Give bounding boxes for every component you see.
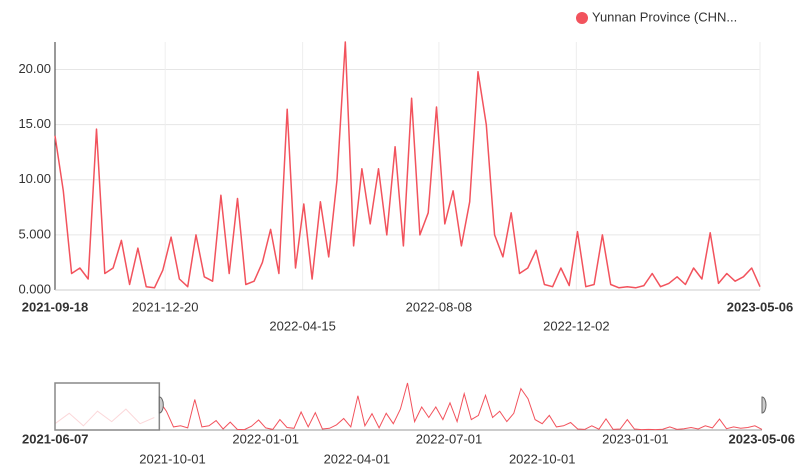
y-tick-label: 0.000 [18, 281, 51, 296]
x-tick-label: 2022-12-02 [543, 318, 610, 333]
x-tick-label: 2023-05-06 [727, 299, 794, 314]
navigator-tick-label: 2022-04-01 [324, 451, 391, 466]
y-tick-label: 10.00 [18, 171, 51, 186]
x-tick-label: 2022-04-15 [269, 318, 336, 333]
x-tick-label: 2021-09-18 [22, 299, 89, 314]
navigator-tick-label: 2021-06-07 [22, 431, 89, 446]
navigator-tick-label: 2022-01-01 [232, 431, 299, 446]
x-tick-label: 2021-12-20 [132, 299, 199, 314]
navigator-tick-label: 2022-10-01 [509, 451, 576, 466]
legend-label[interactable]: Yunnan Province (CHN... [592, 9, 737, 24]
line [54, 41, 761, 289]
navigator-tick-label: 2023-01-01 [602, 431, 669, 446]
y-tick-label: 15.00 [18, 116, 51, 131]
navigator-handle [158, 396, 164, 414]
navigator-window [54, 382, 161, 431]
navigator-tick-label: 2021-10-01 [139, 451, 206, 466]
navigator-line [158, 382, 763, 431]
navigator-handle [761, 396, 767, 414]
y-tick-label: 20.00 [18, 61, 51, 76]
y-tick-label: 5.000 [18, 226, 51, 241]
navigator-tick-label: 2023-05-06 [729, 431, 796, 446]
navigator-tick-label: 2022-07-01 [416, 431, 483, 446]
legend-marker [576, 12, 588, 24]
x-tick-label: 2022-08-08 [406, 299, 473, 314]
